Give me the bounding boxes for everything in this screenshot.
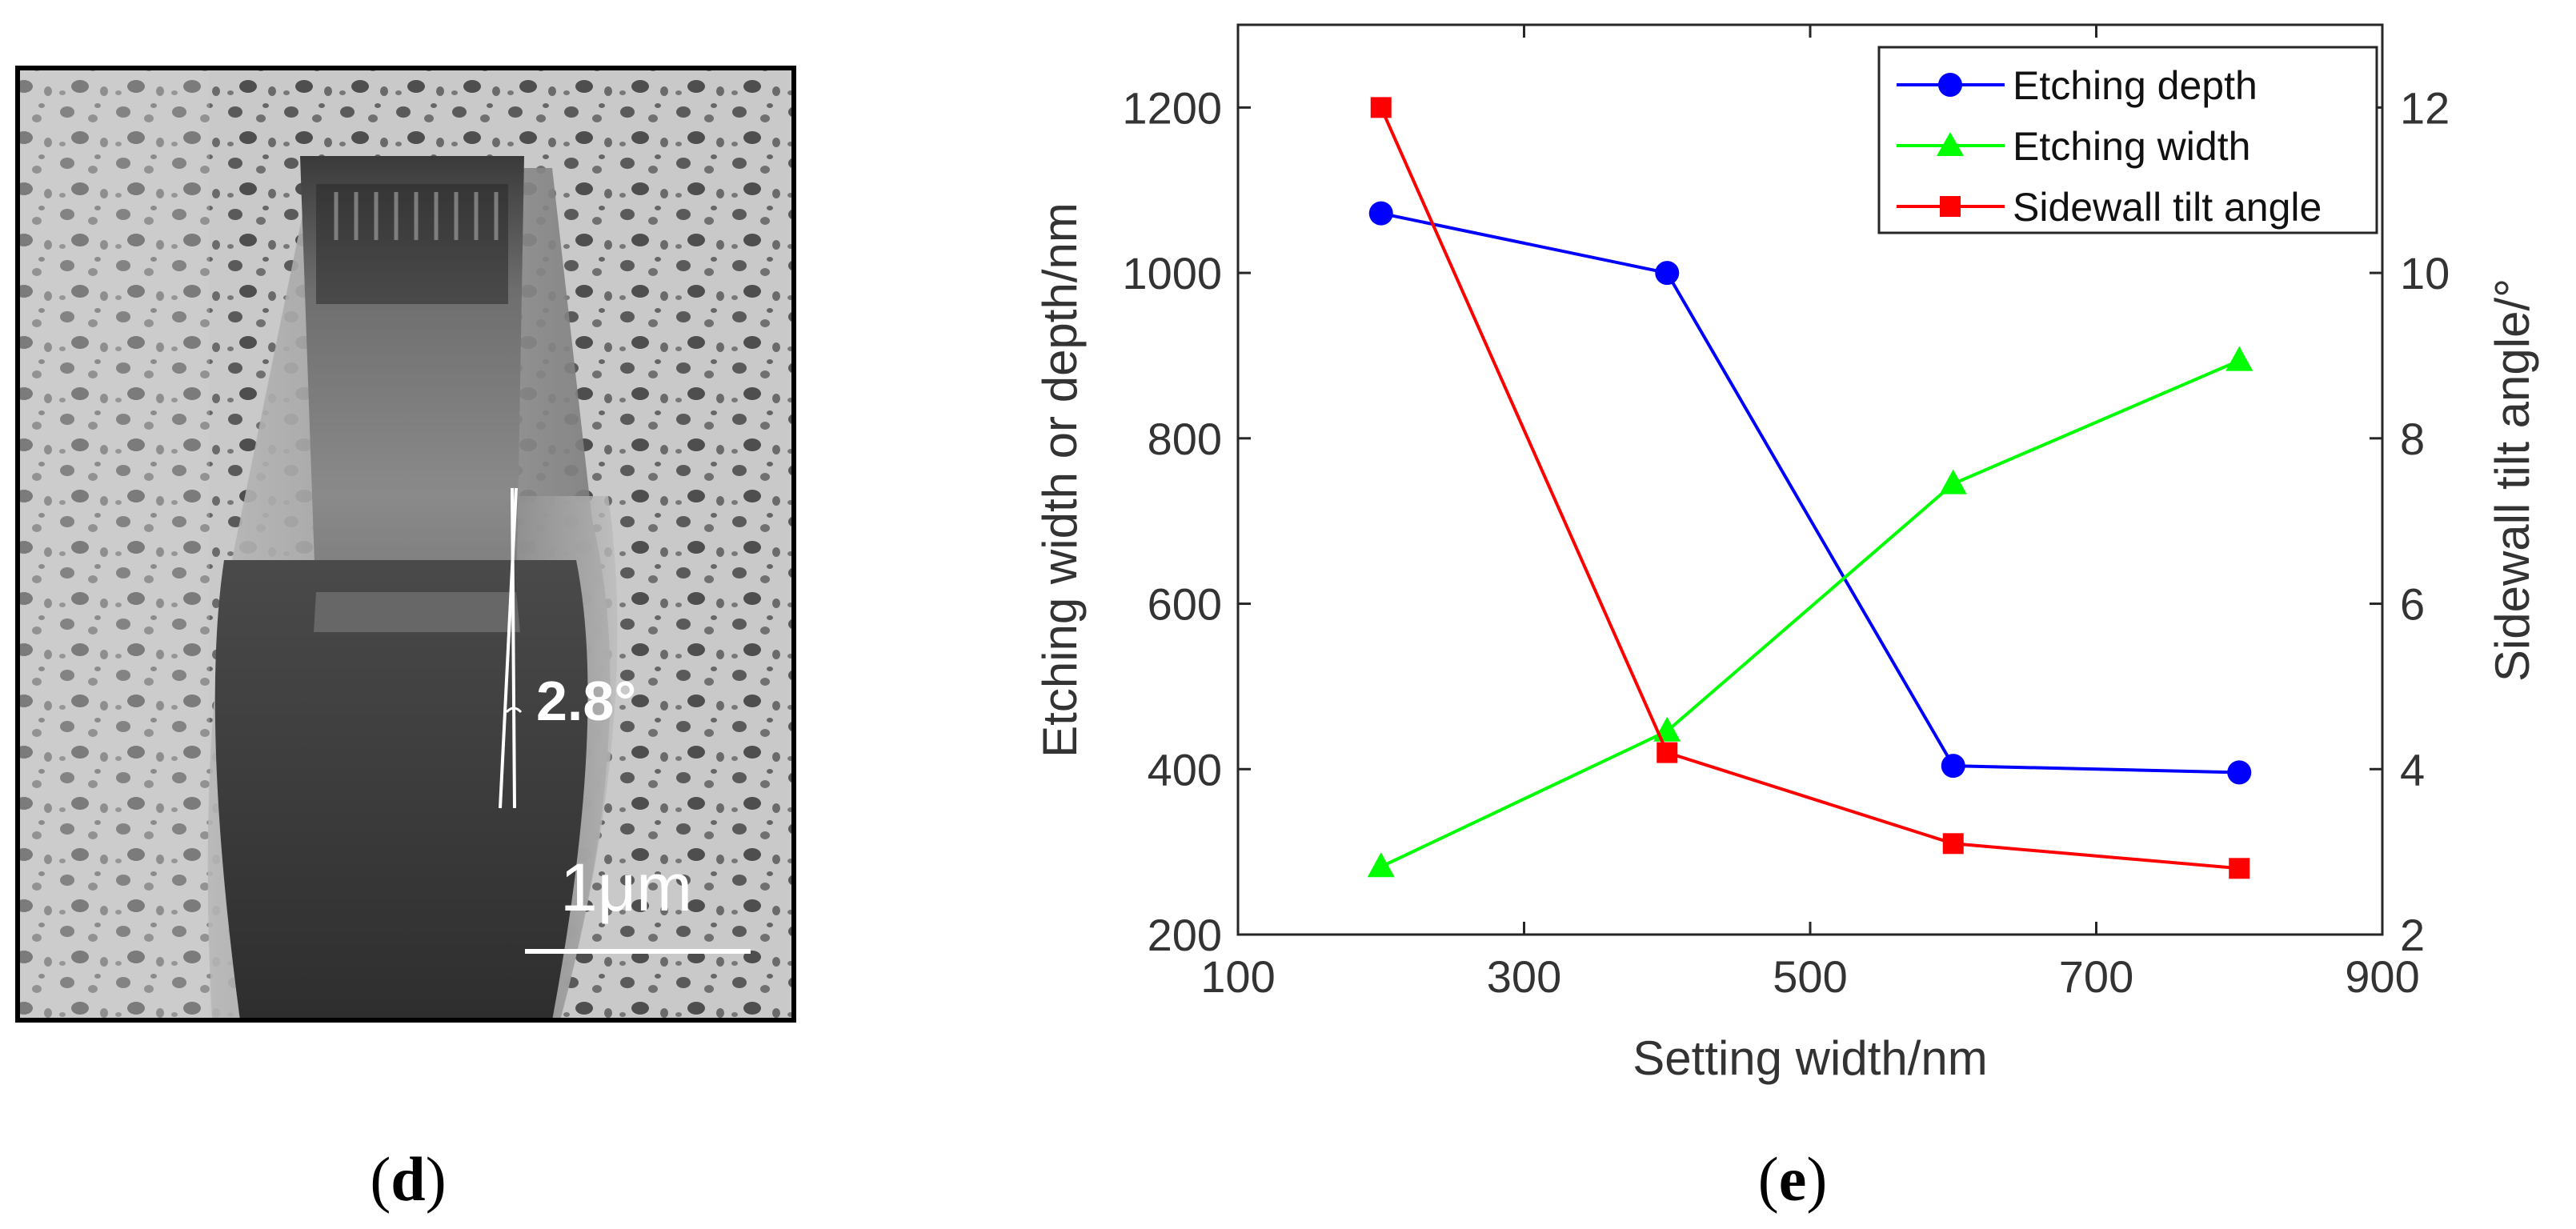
y-tick-label: 400 [1148,744,1222,795]
y-tick-label: 1200 [1122,82,1222,133]
angle-annotation: 2.8° [536,670,636,732]
series-width [1367,346,2253,878]
data-point-width [1367,852,1395,878]
x-tick-label: 300 [1487,951,1561,1002]
series-layer [1367,97,2253,879]
legend: Etching depth Etching width Sidewall til… [1877,46,2378,234]
y-axis-title: Etching width or depth/nm [1033,202,1087,758]
sem-frame [15,66,796,1023]
x-axis-title: Setting width/nm [1633,1031,1988,1085]
data-point-angle [2229,858,2250,879]
series-line-width [1380,358,2241,869]
vertical-reference-line [511,487,516,809]
legend-marker-triangle [1937,132,1964,156]
data-point-width [1939,469,1967,494]
data-point-depth [2227,760,2252,785]
y2-axis-title: Sidewall tilt angle/° [2486,278,2539,682]
angle-arc [505,707,523,714]
y-tick-label: 1000 [1122,248,1222,298]
chart: 100 300 500 700 900 200 400 600 800 1000 1200 2 4 6 8 1… [1033,23,2539,1085]
data-point-depth [1655,261,1680,286]
series-depth [1368,201,2252,785]
panel-label-d: (d) [370,1144,446,1214]
data-point-depth [1368,201,1393,226]
series-line-depth [1380,211,2240,775]
plot-frame [1236,23,2384,936]
x-tick-label: 700 [2059,951,2133,1002]
legend-item-angle: Sidewall tilt angle [1897,185,2322,230]
y-tick-label: 200 [1148,910,1222,960]
scale-bar-label: 1μm [560,850,692,925]
tick-labels: 100 300 500 700 900 200 400 600 800 1000 1200 2 4 6 8 1… [1122,82,2450,1002]
y2-tick-label: 10 [2400,248,2450,298]
y2-tick-label: 4 [2400,744,2425,795]
legend-box [1877,46,2378,234]
legend-item-width: Etching width [1897,124,2250,169]
x-tick-label: 500 [1773,951,1847,1002]
x-tick-label: 900 [2345,951,2419,1002]
series-angle [1370,97,2250,879]
legend-item-depth: Etching depth [1897,63,2258,108]
y-tick-label: 800 [1148,414,1222,464]
legend-label-width: Etching width [2013,124,2250,169]
y-tick-label: 600 [1148,579,1222,630]
data-point-angle [1370,97,1392,118]
y2-tick-label: 6 [2400,579,2425,630]
data-point-angle [1657,742,1678,763]
x-tick-label: 100 [1200,951,1275,1002]
sem-panel: 2.8° 1μm [15,66,796,1023]
y2-tick-label: 12 [2400,82,2450,133]
data-point-width [2225,346,2253,371]
legend-label-depth: Etching depth [2013,63,2258,108]
data-point-angle [1942,833,1964,855]
legend-marker-square [1940,196,1961,217]
y2-tick-label: 2 [2400,910,2425,960]
legend-marker-circle [1938,73,1962,97]
panel-label-e: (e) [1758,1144,1828,1214]
series-line-angle [1379,106,2240,871]
y2-tick-label: 8 [2400,414,2425,464]
legend-label-angle: Sidewall tilt angle [2013,185,2322,230]
data-point-depth [1941,754,1965,779]
